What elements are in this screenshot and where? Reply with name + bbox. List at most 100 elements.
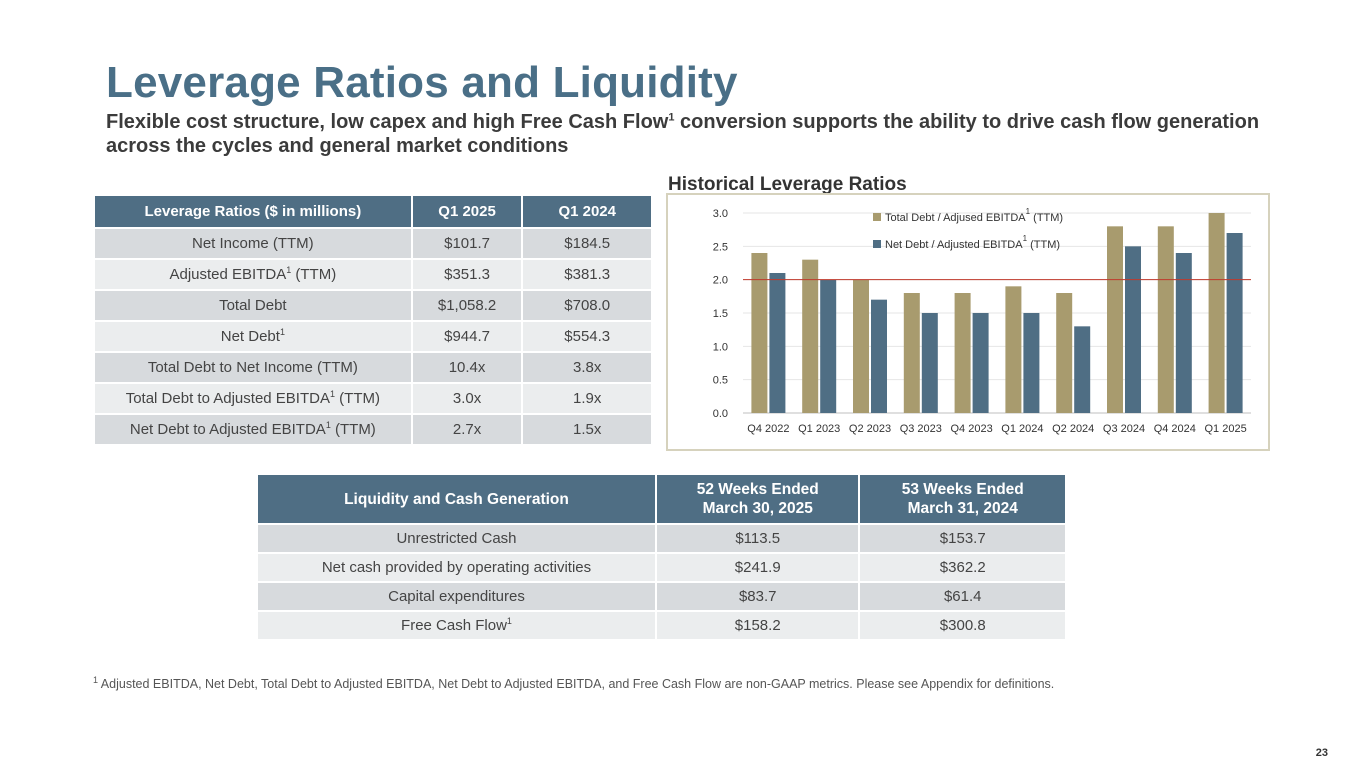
x-tick-label: Q1 2025 — [1204, 423, 1246, 435]
row-label: Net Income (TTM) — [192, 235, 314, 252]
row-label: Total Debt to Net Income (TTM) — [147, 359, 358, 376]
x-tick-label: Q2 2023 — [849, 423, 891, 435]
footnote-marker: 1 — [93, 674, 99, 685]
y-tick-label: 2.0 — [713, 275, 728, 287]
liquidity-header-fy2025-line2: March 30, 2025 — [702, 500, 813, 517]
leverage-ratios-table: Leverage Ratios ($ in millions) Q1 2025 … — [93, 194, 653, 446]
row-label-cell: Net Debt1 — [93, 320, 413, 353]
row-label: Net cash provided by operating activitie… — [321, 559, 592, 576]
row-label-suffix: (TTM) — [335, 390, 380, 407]
row-value-q1-2025: 2.7x — [410, 413, 524, 446]
row-label-cell: Total Debt to Net Income (TTM) — [93, 351, 413, 384]
row-footnote-marker: 1 — [506, 616, 512, 626]
row-footnote-marker: 1 — [329, 389, 335, 399]
leverage-header-q1-2025: Q1 2025 — [410, 194, 524, 229]
table-row: Net Income (TTM) $101.7 $184.5 — [93, 227, 653, 260]
row-label-cell: Free Cash Flow1 — [256, 610, 657, 641]
leverage-table-header: Leverage Ratios ($ in millions) Q1 2025 … — [93, 194, 653, 229]
table-row: Net Debt to Adjusted EBITDA1 (TTM) 2.7x 1.… — [93, 413, 653, 446]
legend-footnote-marker: 1 — [1023, 234, 1028, 243]
bar-total-debt — [1157, 226, 1174, 413]
row-value-q1-2025: 10.4x — [410, 351, 524, 384]
x-tick-label: Q2 2024 — [1052, 423, 1094, 435]
table-row: Free Cash Flow1 $158.2 $300.8 — [256, 610, 1067, 641]
row-value-q1-2025: $351.3 — [410, 258, 524, 291]
row-label-cell: Net Income (TTM) — [93, 227, 413, 260]
row-value-q1-2024: $708.0 — [521, 289, 653, 322]
table-row: Total Debt to Net Income (TTM) 10.4x 3.8x — [93, 351, 653, 384]
row-label-cell: Adjusted EBITDA1 (TTM) — [93, 258, 413, 291]
liquidity-header-fy2025: 52 Weeks Ended March 30, 2025 — [654, 473, 861, 525]
legend-label-name: Net Debt / Adjusted EBITDA — [885, 239, 1023, 251]
row-label-cell: Net Debt to Adjusted EBITDA1 (TTM) — [93, 413, 413, 446]
bar-net-debt — [921, 313, 938, 413]
bar-net-debt — [769, 273, 786, 413]
row-value-q1-2025: $944.7 — [410, 320, 524, 353]
leverage-chart-frame: 0.0 0.5 1.0 1.5 2.0 2.5 3.0 Q4 2022 Q1 2023 Q2 20… — [666, 193, 1270, 451]
row-value-q1-2024: $184.5 — [521, 227, 653, 260]
x-tick-label: Q4 2022 — [747, 423, 789, 435]
row-value-q1-2024: 3.8x — [521, 351, 653, 384]
legend-footnote-marker: 1 — [1026, 207, 1031, 216]
y-tick-label: 3.0 — [713, 208, 728, 220]
table-row: Total Debt to Adjusted EBITDA1 (TTM) 3.0x… — [93, 382, 653, 415]
y-tick-label: 2.5 — [713, 241, 728, 253]
chart-title: Historical Leverage Ratios — [668, 174, 907, 195]
subtitle-part2: conversion supports the ability to drive… — [106, 111, 1260, 157]
row-label-cell: Capital expenditures — [256, 581, 657, 612]
x-tick-label: Q4 2024 — [1154, 423, 1196, 435]
liquidity-header-label-text: Liquidity and Cash Generation — [344, 490, 569, 508]
legend-label: Net Debt / Adjusted EBITDA1 (TTM) — [885, 234, 1060, 251]
page-number: 23 — [1315, 747, 1328, 759]
row-value-q1-2024: $381.3 — [521, 258, 653, 291]
row-label: Capital expenditures — [388, 588, 525, 605]
row-label-suffix: (TTM) — [330, 421, 376, 438]
row-value-q1-2024: 1.9x — [521, 382, 653, 415]
y-tick-label: 0.5 — [713, 375, 728, 387]
row-footnote-marker: 1 — [279, 327, 285, 337]
bar-total-debt — [853, 279, 869, 413]
row-value-fy2024: $300.8 — [858, 610, 1067, 641]
legend-swatch — [873, 240, 881, 248]
bar-total-debt — [751, 253, 768, 413]
bar-net-debt — [871, 299, 887, 413]
row-value-q1-2024: 1.5x — [521, 413, 653, 446]
legend-label-name: Total Debt / Adjused EBITDA — [885, 212, 1026, 224]
table-row: Capital expenditures $83.7 $61.4 — [256, 581, 1067, 612]
bar-net-debt — [972, 313, 989, 413]
table-row: Net cash provided by operating activitie… — [256, 552, 1067, 583]
row-label-cell: Total Debt — [93, 289, 413, 322]
row-label: Adjusted EBITDA — [169, 266, 287, 283]
row-value-fy2024: $153.7 — [858, 523, 1067, 554]
bar-net-debt — [820, 279, 837, 413]
row-label-cell: Net cash provided by operating activitie… — [256, 552, 657, 583]
liquidity-header-fy2024-line2: March 31, 2024 — [907, 500, 1018, 517]
bar-total-debt — [1056, 293, 1073, 413]
bar-total-debt — [1005, 286, 1022, 413]
row-label: Unrestricted Cash — [396, 530, 517, 547]
row-value-q1-2025: $1,058.2 — [410, 289, 524, 322]
liquidity-header-fy2024-line1: 53 Weeks Ended — [901, 481, 1024, 498]
row-label: Net Debt to Adjusted EBITDA — [129, 421, 326, 438]
row-label-suffix: (TTM) — [291, 266, 337, 283]
bar-total-debt — [903, 293, 920, 413]
x-tick-label: Q4 2023 — [950, 423, 992, 435]
bar-net-debt — [1226, 233, 1243, 413]
row-value-q1-2024: $554.3 — [521, 320, 653, 353]
liquidity-header-label: Liquidity and Cash Generation — [256, 473, 657, 525]
bar-total-debt — [954, 293, 971, 413]
row-value-fy2024: $61.4 — [858, 581, 1067, 612]
row-value-fy2025: $113.5 — [654, 523, 861, 554]
footnote-text: Adjusted EBITDA, Net Debt, Total Debt to… — [98, 677, 1055, 691]
row-footnote-marker: 1 — [286, 265, 292, 275]
legend-swatch — [873, 213, 881, 221]
legend-label-suffix: (TTM) — [1030, 212, 1063, 224]
row-value-fy2025: $241.9 — [654, 552, 861, 583]
table-row: Total Debt $1,058.2 $708.0 — [93, 289, 653, 322]
table-row: Unrestricted Cash $113.5 $153.7 — [256, 523, 1067, 554]
y-tick-label: 1.5 — [713, 308, 728, 320]
bar-total-debt — [1107, 226, 1123, 413]
bar-total-debt — [1208, 213, 1225, 413]
row-value-q1-2025: $101.7 — [410, 227, 524, 260]
row-value-fy2024: $362.2 — [858, 552, 1067, 583]
